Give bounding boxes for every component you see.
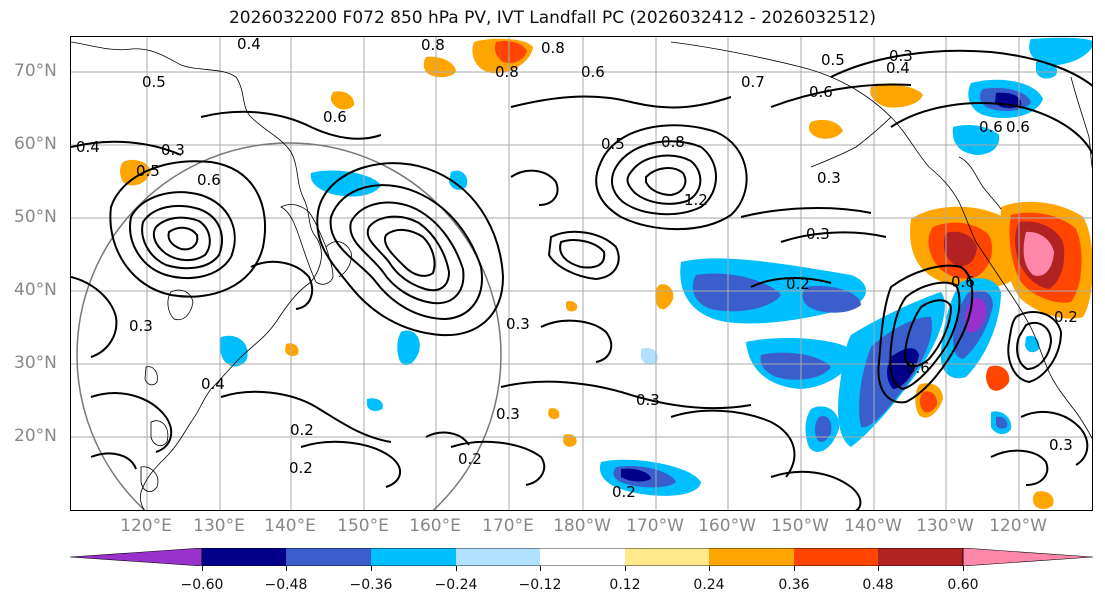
colorbar-tick-label: 0.24 <box>693 577 725 593</box>
contour-label: 0.6 <box>197 171 221 189</box>
contour-label: 0.6 <box>581 63 605 81</box>
colorbar-tick-label: 0.36 <box>778 577 810 593</box>
contour-label: 0.8 <box>661 133 685 151</box>
contour-label: 0.6 <box>906 359 930 377</box>
contour-label: 0.2 <box>612 483 636 501</box>
colorbar-cell <box>371 548 456 566</box>
map-gridlines <box>71 37 1092 510</box>
lon-label-150w: 150°W <box>771 516 829 536</box>
colorbar <box>69 547 1094 567</box>
map-canvas: 0.4 0.8 0.8 0.8 0.5 0.3 0.4 0.6 0.7 0.6 … <box>71 37 1092 510</box>
contour-label: 1.2 <box>684 191 708 209</box>
contour-label: 0.8 <box>421 37 445 54</box>
contour-label: 0.7 <box>741 73 765 91</box>
colorbar-tick-label: −0.48 <box>264 577 308 593</box>
lon-label-160w: 160°W <box>698 516 756 536</box>
lon-label-130e: 130°E <box>193 516 245 536</box>
colorbar-tick-label: −0.12 <box>518 577 562 593</box>
contour-labels: 0.4 0.8 0.8 0.8 0.5 0.3 0.4 0.6 0.7 0.6 … <box>76 37 1078 501</box>
lon-label-180w: 180°W <box>553 516 611 536</box>
lat-label-40n: 40°N <box>14 280 57 300</box>
lon-label-170e: 170°E <box>482 516 534 536</box>
pv-contours <box>71 49 1092 510</box>
colorbar-tick-label: −0.36 <box>349 577 393 593</box>
contour-label: 0.5 <box>821 51 845 69</box>
contour-label: 0.3 <box>636 391 660 409</box>
colorbar-extend-high <box>962 547 1094 567</box>
contour-label: 0.6 <box>809 83 833 101</box>
lon-label-140e: 140°E <box>264 516 316 536</box>
lat-label-60n: 60°N <box>14 134 57 154</box>
coastlines <box>71 41 1092 510</box>
lat-label-20n: 20°N <box>14 426 57 446</box>
contour-label: 0.6 <box>979 118 1003 136</box>
lon-label-160e: 160°E <box>409 516 461 536</box>
contour-label: 0.4 <box>76 138 100 156</box>
colorbar-cell <box>456 548 540 566</box>
contour-label: 0.3 <box>161 141 185 159</box>
contour-label: 0.6 <box>323 108 347 126</box>
lon-label-120e: 120°E <box>120 516 172 536</box>
colorbar-cell <box>878 548 963 566</box>
contour-label: 0.2 <box>289 459 313 477</box>
contour-label: 0.3 <box>129 317 153 335</box>
contour-label: 0.2 <box>458 450 482 468</box>
map-panel: 0.4 0.8 0.8 0.8 0.5 0.3 0.4 0.6 0.7 0.6 … <box>70 36 1093 511</box>
contour-label: 0.8 <box>495 63 519 81</box>
lon-label-140w: 140°W <box>844 516 902 536</box>
contour-label: 0.2 <box>1054 308 1078 326</box>
lon-label-130w: 130°W <box>916 516 974 536</box>
lon-label-150e: 150°E <box>337 516 389 536</box>
contour-label: 0.4 <box>886 59 910 77</box>
contour-label: 0.3 <box>889 47 913 65</box>
contour-label: 0.6 <box>1006 118 1030 136</box>
lat-label-30n: 30°N <box>14 353 57 373</box>
colorbar-tick-label: −0.60 <box>180 577 224 593</box>
lat-label-50n: 50°N <box>14 207 57 227</box>
contour-label: 0.2 <box>290 421 314 439</box>
colorbar-cell <box>540 548 625 566</box>
colorbar-cell <box>202 548 286 566</box>
contour-label: 0.5 <box>142 73 166 91</box>
contour-label: 0.4 <box>201 375 225 393</box>
contour-label: 0.5 <box>136 162 160 180</box>
ivt-shading-positive <box>120 38 1092 510</box>
lon-label-120w: 120°W <box>989 516 1047 536</box>
contour-label: 0.2 <box>786 275 810 293</box>
contour-label: 0.3 <box>496 405 520 423</box>
contour-label: 0.5 <box>601 135 625 153</box>
colorbar-cell <box>794 548 878 566</box>
chart-title: 2026032200 F072 850 hPa PV, IVT Landfall… <box>228 8 876 28</box>
lon-label-170w: 170°W <box>626 516 684 536</box>
colorbar-extend-low <box>69 547 203 567</box>
colorbar-tick-label: 0.60 <box>947 577 979 593</box>
colorbar-cell <box>709 548 794 566</box>
contour-label: 0.3 <box>506 315 530 333</box>
contour-label: 0.3 <box>1049 436 1073 454</box>
colorbar-svg <box>69 547 1094 567</box>
contour-label: 0.6 <box>951 273 975 291</box>
contour-label: 0.3 <box>817 169 841 187</box>
colorbar-tick-label: −0.24 <box>434 577 478 593</box>
contour-label: 0.8 <box>541 39 565 57</box>
colorbar-tick-label: 0.48 <box>862 577 894 593</box>
lat-label-70n: 70°N <box>14 61 57 81</box>
contour-label: 0.4 <box>237 37 261 53</box>
contour-label: 0.3 <box>806 225 830 243</box>
range-circle <box>76 142 502 510</box>
colorbar-tick-label: 0.12 <box>609 577 641 593</box>
colorbar-cell <box>286 548 371 566</box>
colorbar-cell <box>625 548 709 566</box>
